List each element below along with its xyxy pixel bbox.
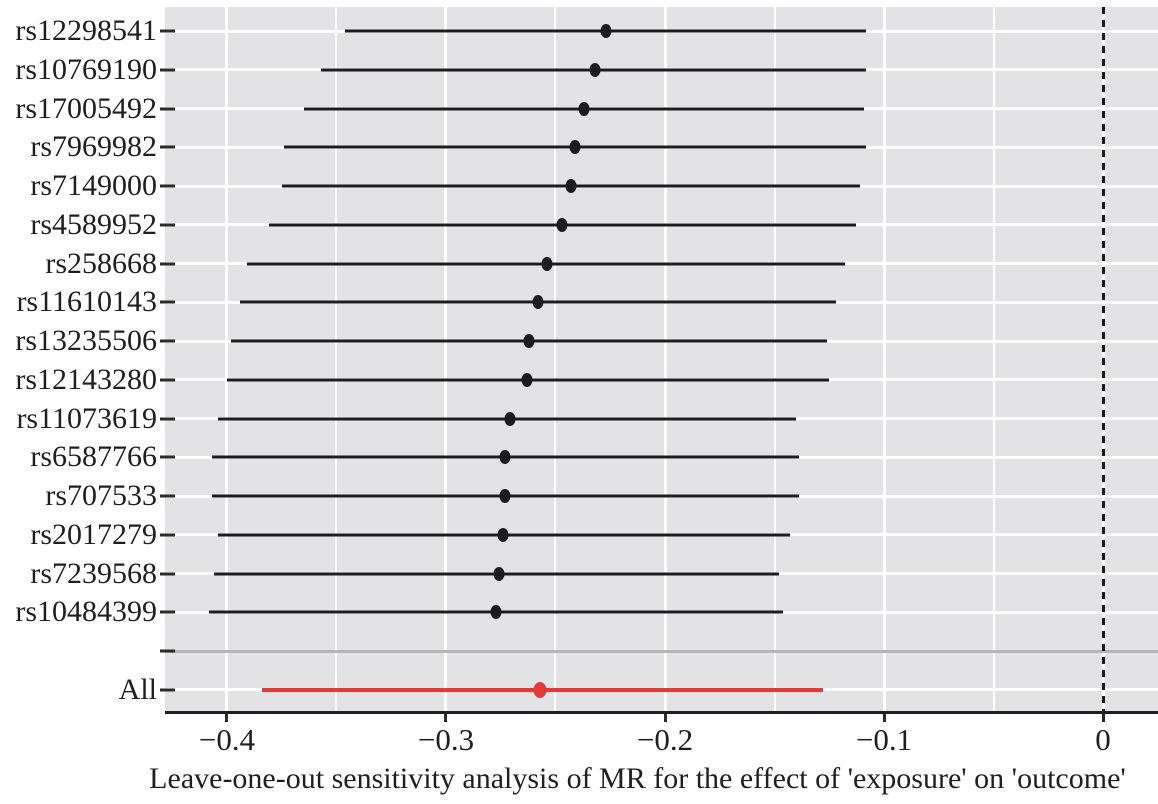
- point-estimate: [523, 334, 535, 349]
- y-axis-label: rs7149000: [30, 169, 157, 203]
- x-axis-tick-label: −0.4: [198, 722, 256, 757]
- y-axis-label: rs10484399: [15, 595, 157, 629]
- major-gridline: [663, 7, 667, 713]
- major-gridline: [225, 7, 229, 713]
- y-axis-label: rs11610143: [16, 285, 157, 319]
- major-gridline: [444, 7, 448, 713]
- y-tick: [160, 572, 175, 576]
- x-axis-title: Leave-one-out sensitivity analysis of MR…: [149, 762, 1126, 795]
- x-tick: [663, 714, 667, 722]
- plot-panel: [165, 7, 1158, 713]
- y-tick: [160, 417, 175, 421]
- point-estimate: [504, 411, 515, 426]
- y-tick: [160, 649, 175, 653]
- y-tick: [160, 455, 175, 459]
- all-point-estimate: [533, 681, 547, 698]
- y-tick: [160, 688, 175, 692]
- y-axis-label: rs6587766: [30, 440, 157, 474]
- y-tick: [160, 300, 175, 304]
- x-tick: [225, 714, 229, 722]
- point-estimate: [578, 101, 590, 116]
- point-estimate: [493, 566, 505, 581]
- major-gridline: [882, 7, 886, 713]
- y-axis-label: rs4589952: [30, 207, 157, 241]
- minor-gridline: [335, 7, 338, 713]
- x-axis-line: [165, 711, 1158, 714]
- y-tick: [160, 68, 175, 72]
- minor-gridline: [554, 7, 557, 713]
- y-tick: [160, 223, 175, 227]
- point-estimate: [569, 140, 581, 155]
- y-tick: [160, 29, 175, 33]
- x-axis-tick-label: −0.3: [417, 722, 475, 757]
- y-axis-label: rs2017279: [30, 517, 157, 551]
- y-tick: [160, 494, 175, 498]
- minor-gridline: [992, 7, 995, 713]
- y-tick: [160, 145, 175, 149]
- x-axis-tick-label: −0.1: [855, 722, 913, 757]
- y-tick: [160, 339, 175, 343]
- point-estimate: [589, 62, 601, 77]
- y-axis-label: All: [118, 672, 157, 706]
- point-estimate: [532, 295, 544, 310]
- y-axis-label: rs7969982: [30, 130, 157, 164]
- y-axis-label: rs12298541: [15, 14, 157, 47]
- y-axis-label: rs12143280: [15, 362, 157, 396]
- y-axis-label: rs707533: [45, 479, 157, 513]
- y-axis-label: rs10769190: [15, 52, 157, 86]
- x-tick: [444, 714, 448, 722]
- y-axis-label: rs7239568: [30, 556, 157, 590]
- point-estimate: [521, 372, 533, 387]
- point-estimate: [499, 489, 511, 504]
- y-tick: [160, 610, 175, 614]
- y-axis-label: rs258668: [45, 246, 157, 280]
- point-estimate: [556, 217, 568, 232]
- point-estimate: [541, 256, 553, 271]
- y-tick: [160, 533, 175, 537]
- x-tick: [882, 714, 886, 722]
- y-tick: [160, 107, 175, 111]
- point-estimate: [490, 605, 502, 620]
- y-axis-label: rs13235506: [15, 324, 157, 358]
- x-tick: [1101, 714, 1105, 722]
- y-axis-label: rs17005492: [15, 91, 157, 125]
- point-estimate: [499, 450, 511, 465]
- x-axis-tick-label: 0: [1095, 722, 1111, 757]
- x-axis-tick-label: −0.2: [636, 722, 694, 757]
- zero-reference-line: [1101, 7, 1105, 713]
- minor-gridline: [773, 7, 776, 713]
- point-estimate: [600, 24, 612, 38]
- y-tick: [160, 378, 175, 382]
- point-estimate: [497, 527, 509, 542]
- y-tick: [160, 184, 175, 188]
- point-estimate: [565, 179, 577, 194]
- y-axis-label: rs11073619: [16, 401, 157, 435]
- y-tick: [160, 262, 175, 266]
- separator-line: [165, 649, 1158, 653]
